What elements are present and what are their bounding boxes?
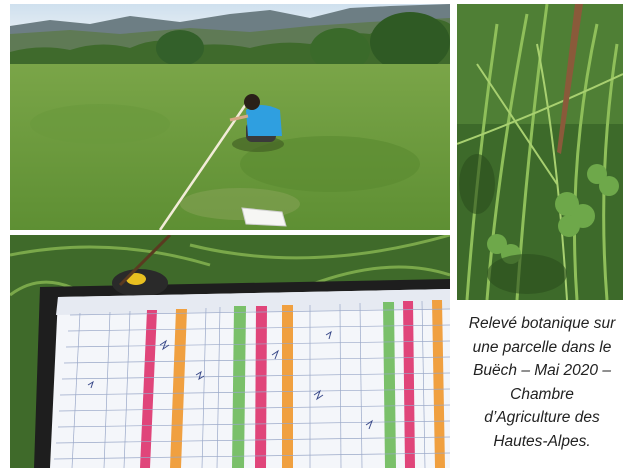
field-survey-photo: [10, 4, 450, 230]
photo-caption: Relevé botanique sur une parcelle dans l…: [468, 315, 616, 450]
survey-sheet-photo: [10, 235, 450, 468]
grass-closeup-photo: [457, 4, 623, 300]
